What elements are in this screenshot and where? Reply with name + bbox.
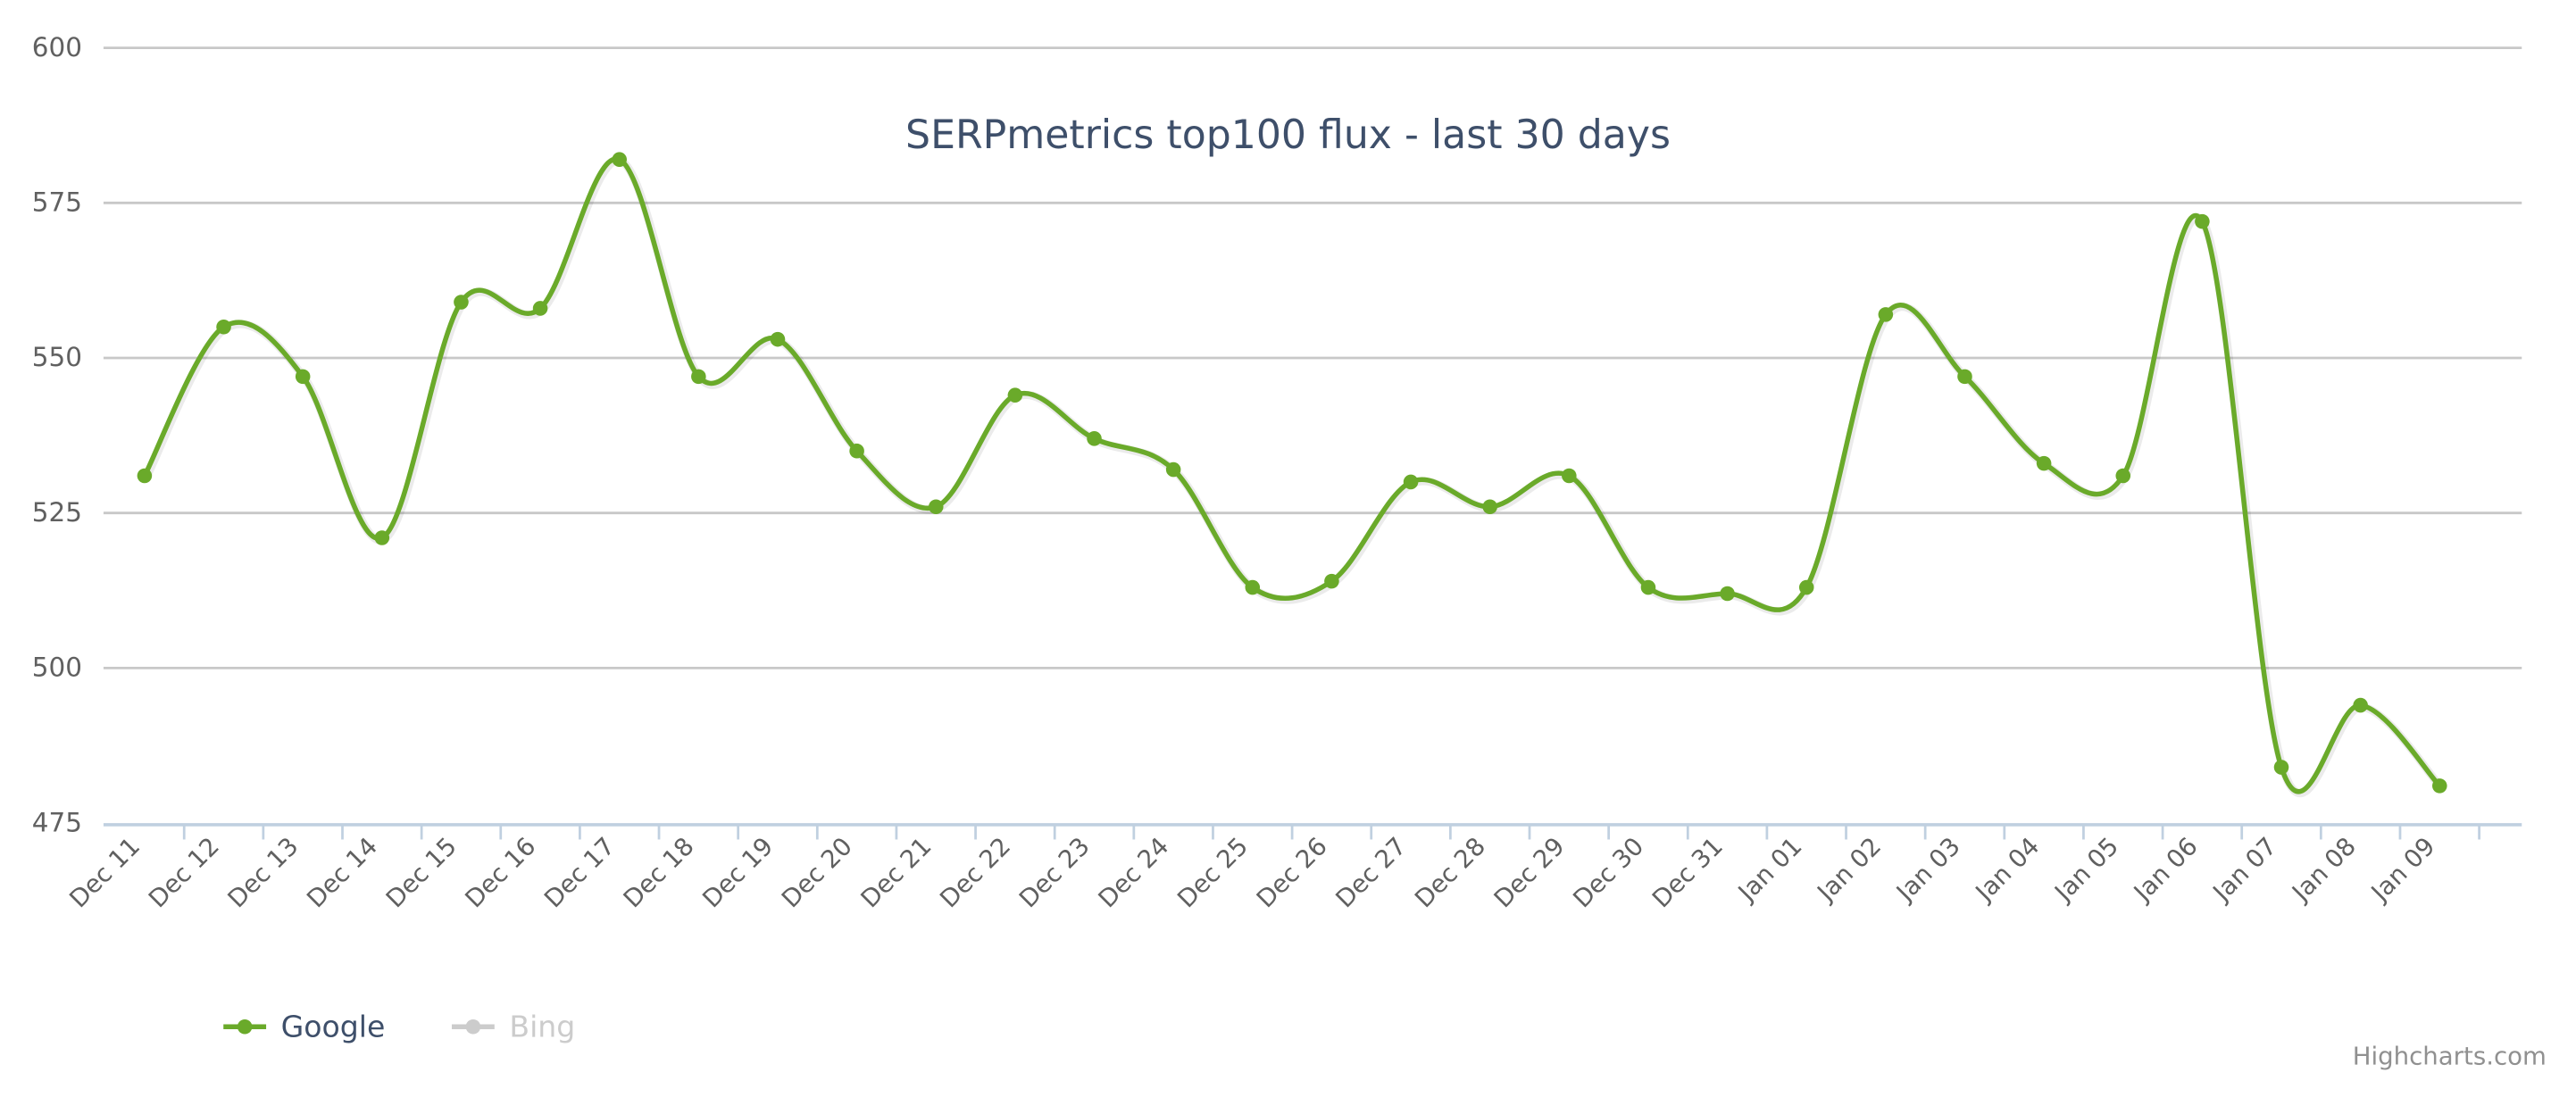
x-tick-label: Dec 12 <box>143 831 225 913</box>
data-point <box>691 369 706 385</box>
chart-title: SERPmetrics top100 flux - last 30 days <box>905 112 1671 158</box>
x-tick-label: Dec 15 <box>380 831 463 913</box>
data-point <box>2115 468 2131 484</box>
x-tick-label: Jan 05 <box>2047 831 2124 908</box>
data-point <box>1640 579 1656 595</box>
x-tick-label: Dec 27 <box>1330 831 1412 913</box>
x-tick-label: Dec 14 <box>301 831 383 913</box>
data-point <box>532 301 548 316</box>
x-axis-ticks <box>182 824 2480 840</box>
series-line-google <box>142 156 2442 794</box>
y-tick-label: 550 <box>32 342 82 372</box>
data-point <box>2195 213 2210 229</box>
data-point <box>2036 455 2052 471</box>
data-point <box>2432 778 2447 794</box>
data-point <box>1720 586 1735 602</box>
y-tick-label: 600 <box>32 32 82 62</box>
legend-marker-bing <box>465 1018 481 1035</box>
y-tick-label: 525 <box>32 497 82 528</box>
data-point <box>2273 760 2289 775</box>
x-tick-label: Jan 07 <box>2205 831 2282 908</box>
data-point <box>612 152 627 167</box>
grid-lines <box>103 46 2522 669</box>
data-point <box>1798 579 1814 595</box>
data-point <box>454 295 469 310</box>
data-point <box>1165 461 1181 478</box>
y-tick-label: 475 <box>32 807 82 837</box>
x-tick-label: Dec 26 <box>1251 831 1333 913</box>
series-google[interactable] <box>137 152 2447 798</box>
data-point <box>216 319 231 335</box>
data-point <box>928 499 944 515</box>
x-tick-label: Dec 21 <box>854 831 937 913</box>
data-point <box>1324 573 1339 589</box>
legend-item-bing[interactable]: Bing <box>451 1009 575 1043</box>
data-point <box>1482 499 1497 515</box>
x-tick-label: Jan 02 <box>1810 831 1887 908</box>
series-line-shadow <box>142 156 2445 798</box>
legend-marker-google <box>237 1018 253 1035</box>
x-tick-label: Jan 04 <box>1969 831 2046 908</box>
x-tick-label: Dec 19 <box>696 831 779 913</box>
x-tick-label: Dec 28 <box>1409 831 1491 913</box>
x-tick-label: Dec 25 <box>1171 831 1254 913</box>
x-tick-label: Dec 23 <box>1013 831 1096 913</box>
data-point <box>2353 697 2368 713</box>
data-point <box>374 530 390 545</box>
x-tick-label: Dec 24 <box>1092 831 1174 913</box>
legend-item-google[interactable]: Google <box>223 1009 385 1043</box>
x-tick-label: Dec 20 <box>776 831 858 913</box>
legend-label-bing: Bing <box>509 1009 575 1043</box>
x-tick-label: Dec 11 <box>63 831 146 913</box>
x-tick-label: Dec 18 <box>618 831 700 913</box>
x-tick-label: Dec 13 <box>221 831 304 913</box>
data-point <box>137 468 153 484</box>
data-point <box>295 369 311 385</box>
data-point <box>1957 369 1972 385</box>
x-tick-label: Jan 08 <box>2285 831 2362 908</box>
x-tick-label: Dec 31 <box>1646 831 1729 913</box>
y-tick-label: 500 <box>32 653 82 683</box>
data-point <box>1878 307 1894 322</box>
data-point <box>1007 387 1023 403</box>
x-tick-label: Dec 22 <box>934 831 1016 913</box>
data-point <box>770 331 786 347</box>
y-axis-labels: 475 500 525 550 575 600 <box>32 32 82 837</box>
data-point <box>1562 468 1577 484</box>
legend-label-google: Google <box>281 1009 386 1043</box>
x-tick-label: Dec 30 <box>1567 831 1649 913</box>
x-tick-label: Dec 16 <box>459 831 541 913</box>
data-point <box>849 443 864 459</box>
data-point <box>1087 431 1102 446</box>
data-point <box>1403 474 1419 490</box>
x-tick-label: Jan 03 <box>1889 831 1966 908</box>
credits-link[interactable]: Highcharts.com <box>2353 1042 2547 1071</box>
y-tick-label: 575 <box>32 187 82 218</box>
x-tick-label: Dec 17 <box>538 831 621 913</box>
x-tick-label: Jan 01 <box>1731 831 1808 908</box>
data-point <box>1245 579 1261 595</box>
x-tick-label: Dec 29 <box>1488 831 1570 913</box>
x-tick-label: Jan 06 <box>2127 831 2204 908</box>
x-tick-label: Jan 09 <box>2364 831 2441 908</box>
